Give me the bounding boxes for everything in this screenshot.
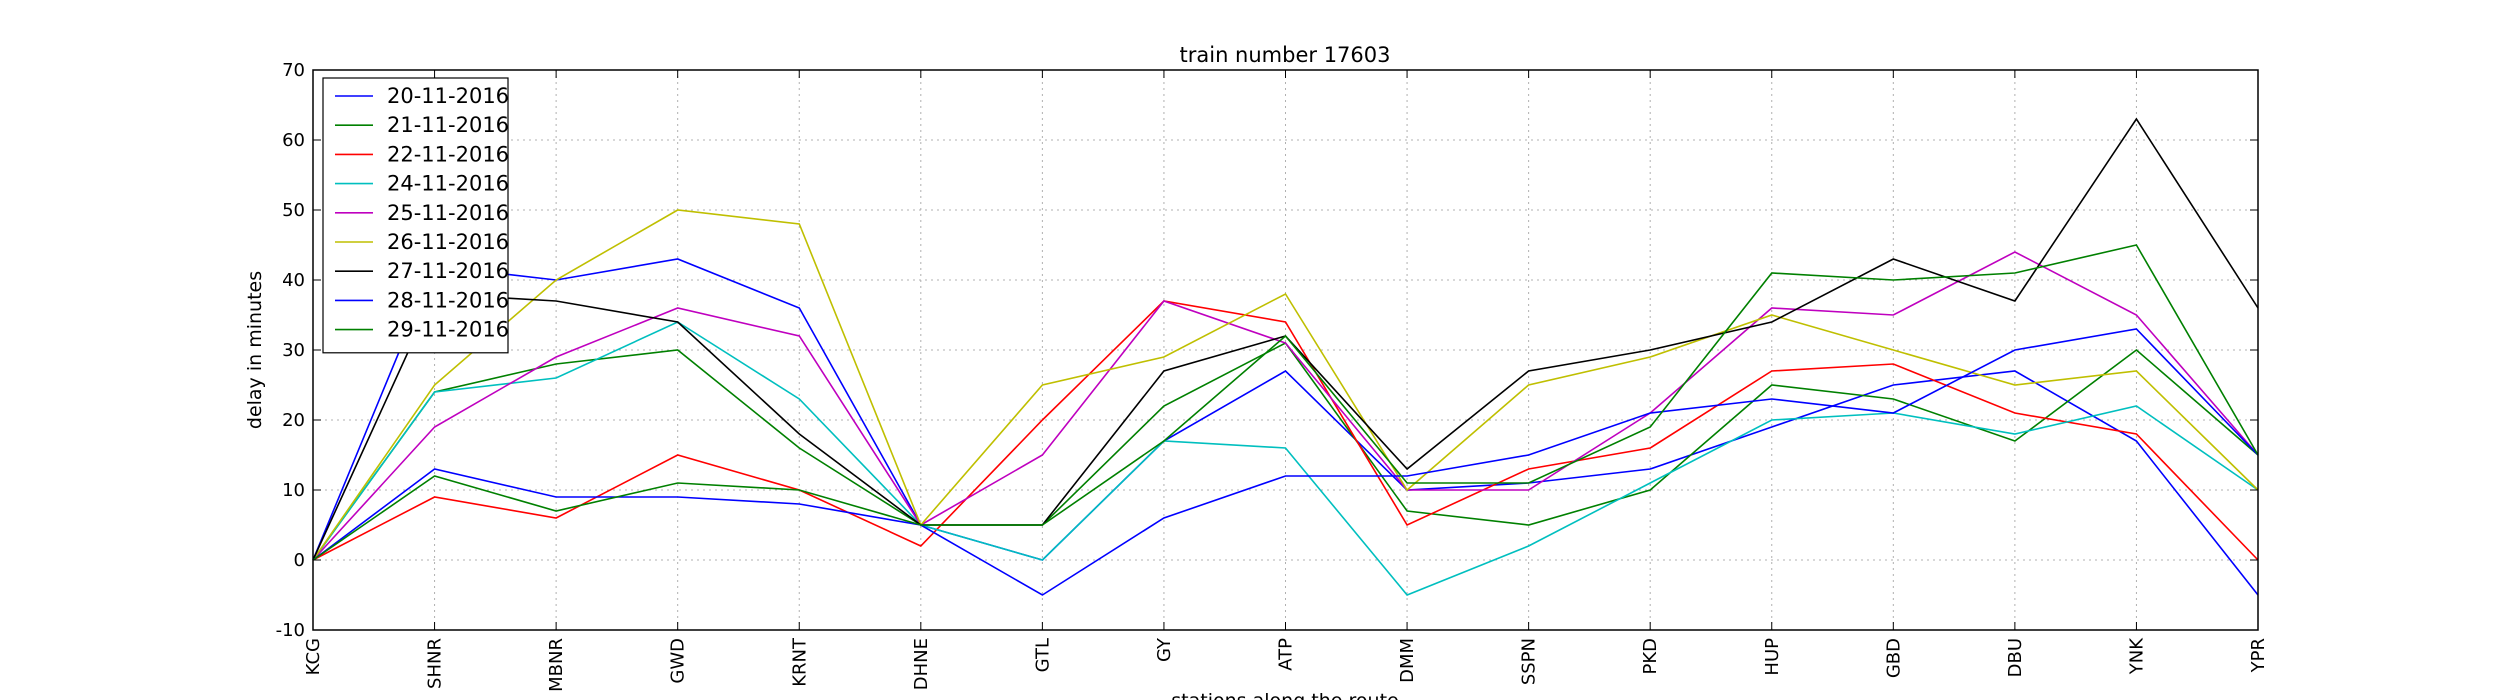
- y-tick-label: 10: [282, 480, 305, 501]
- y-tick-label: 40: [282, 270, 305, 291]
- x-tick-label: KCG: [303, 638, 324, 675]
- y-tick-label: 70: [282, 60, 305, 81]
- series-line-28-11-2016: [312, 328, 2259, 596]
- y-tick-label: 60: [282, 130, 305, 151]
- x-tick-label: HUP: [1762, 638, 1783, 676]
- y-tick-label: 0: [294, 550, 305, 571]
- y-tick-label: 30: [282, 340, 305, 361]
- legend-entry-label: 27-11-2016: [387, 259, 509, 283]
- legend-entry-label: 20-11-2016: [387, 84, 509, 108]
- x-tick-label: DMM: [1397, 638, 1418, 683]
- grid-lines: [312, 69, 2259, 631]
- series-lines: [312, 117, 2259, 596]
- chart-title: train number 17603: [1180, 43, 1391, 67]
- x-tick-label: DBU: [2005, 638, 2026, 677]
- x-tick-label: SSPN: [1519, 638, 1540, 685]
- y-axis-ticks: -10 0 10 20 30 40 50 60 70: [276, 60, 2258, 641]
- series-line-22-11-2016: [312, 300, 2259, 561]
- x-tick-label: GBD: [1883, 638, 1904, 678]
- y-tick-label: 50: [282, 200, 305, 221]
- x-tick-label: SHNR: [425, 638, 446, 689]
- x-axis-label: stations along the route: [1171, 690, 1398, 700]
- y-tick-label: -10: [276, 620, 305, 641]
- legend-entry-label: 24-11-2016: [387, 172, 509, 196]
- series-line-29-11-2016: [312, 244, 2259, 561]
- legend-entry-label: 21-11-2016: [387, 113, 509, 137]
- y-tick-label: 20: [282, 410, 305, 431]
- x-tick-label: PKD: [1640, 638, 1661, 675]
- series-line-25-11-2016: [312, 251, 2259, 561]
- legend: 20-11-2016 21-11-2016 22-11-2016 24-11-2016…: [322, 77, 509, 354]
- legend-box: [322, 77, 509, 354]
- x-tick-label: GTL: [1032, 638, 1053, 672]
- y-axis-label: delay in minutes: [244, 271, 266, 429]
- legend-entry-label: 25-11-2016: [387, 201, 509, 225]
- legend-entry-label: 28-11-2016: [387, 288, 509, 312]
- x-tick-label: YNK: [2126, 637, 2147, 675]
- x-tick-label: ATP: [1276, 638, 1297, 671]
- x-axis-ticks: KCG SHNR MBNR GWD KRNT DHNE GTL GY ATP DMM SSPN PKD…: [303, 70, 2269, 692]
- x-tick-label: KRNT: [789, 637, 810, 687]
- legend-entry-label: 29-11-2016: [387, 318, 509, 342]
- x-tick-label: YPR: [2248, 638, 2269, 673]
- x-tick-label: MBNR: [546, 638, 567, 692]
- series-line-24-11-2016: [312, 321, 2259, 596]
- x-tick-label: GY: [1154, 637, 1175, 662]
- x-tick-label: GWD: [668, 638, 689, 684]
- x-tick-label: DHNE: [911, 638, 932, 690]
- legend-entry-label: 26-11-2016: [387, 230, 509, 254]
- series-line-26-11-2016: [312, 209, 2259, 561]
- legend-entry-label: 22-11-2016: [387, 142, 509, 166]
